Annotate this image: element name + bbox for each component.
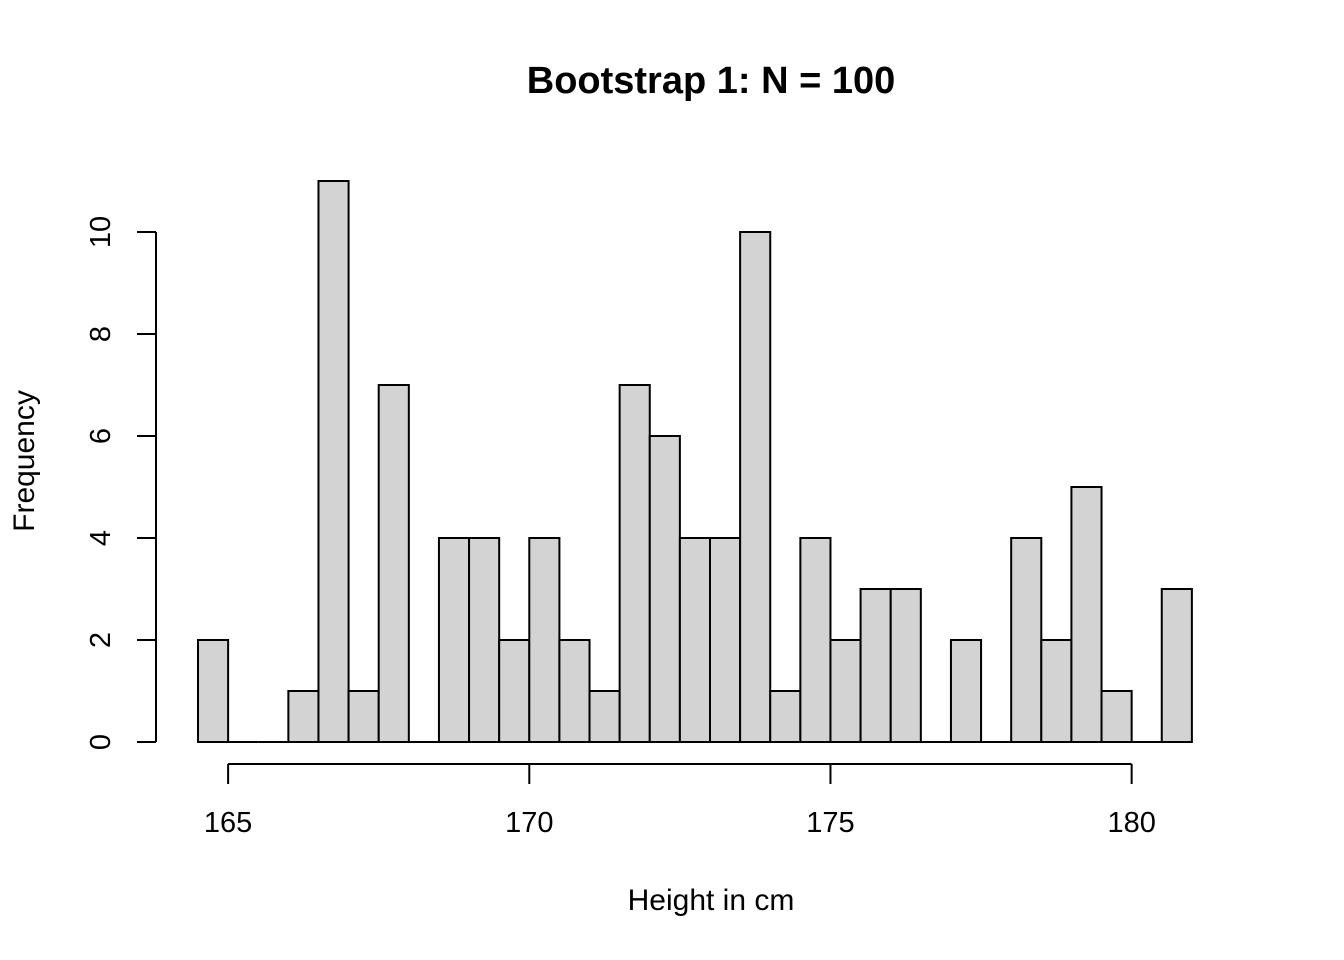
histogram-bar xyxy=(1160,588,1193,743)
x-tick-label: 170 xyxy=(505,807,553,839)
y-axis-label: Frequency xyxy=(8,390,41,532)
y-axis: 0 2 4 6 8 10 xyxy=(85,216,157,750)
histogram-bar xyxy=(1010,537,1043,743)
y-tick-label: 6 xyxy=(85,428,117,444)
y-tick-label: 10 xyxy=(85,216,117,248)
y-tick-label: 2 xyxy=(85,632,117,648)
histogram-bar xyxy=(678,537,711,743)
histogram-bar xyxy=(498,639,531,743)
histogram-bar xyxy=(949,639,983,743)
histogram-bar xyxy=(829,639,862,743)
histogram-bar xyxy=(197,639,230,743)
histogram-bar xyxy=(799,537,832,743)
histogram-bar xyxy=(377,384,410,743)
x-axis: 165 170 175 180 xyxy=(204,763,1156,839)
histogram-bar xyxy=(709,537,742,743)
histogram-bar xyxy=(437,537,471,743)
histogram-bar xyxy=(648,435,681,743)
x-tick-label: 175 xyxy=(806,807,854,839)
bars-group xyxy=(197,180,1193,743)
histogram-bar xyxy=(1040,639,1073,743)
x-tick-label: 180 xyxy=(1107,807,1155,839)
x-axis-label: Height in cm xyxy=(628,884,795,917)
histogram-bar xyxy=(1070,486,1103,743)
x-tick-label: 165 xyxy=(204,807,252,839)
histogram-bar xyxy=(558,639,591,743)
histogram-bar xyxy=(618,384,651,743)
histogram-bar xyxy=(1100,690,1133,743)
histogram-bar xyxy=(739,231,772,743)
histogram-bar xyxy=(287,690,320,743)
histogram-bar xyxy=(889,588,922,743)
histogram-bar xyxy=(317,180,350,743)
y-tick-label: 4 xyxy=(85,530,117,546)
histogram-bar xyxy=(859,588,892,743)
histogram-bar xyxy=(528,537,561,743)
y-tick-label: 0 xyxy=(85,734,117,750)
histogram-bar xyxy=(347,690,380,743)
histogram-bar xyxy=(468,537,501,743)
histogram-bar xyxy=(769,690,802,743)
y-tick-label: 8 xyxy=(85,326,117,342)
histogram-bar xyxy=(588,690,621,743)
chart-title: Bootstrap 1: N = 100 xyxy=(527,60,896,102)
